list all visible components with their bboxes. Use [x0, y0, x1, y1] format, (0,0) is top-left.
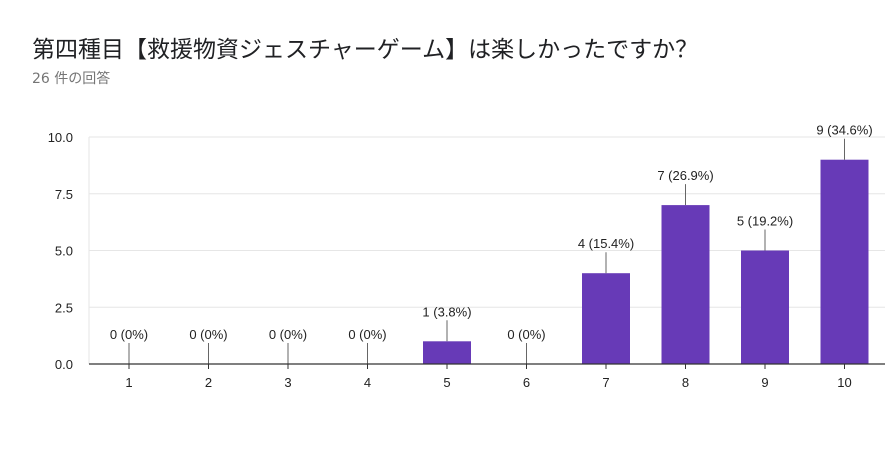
data-label: 0 (0%)	[110, 327, 148, 342]
bar	[741, 250, 789, 364]
x-tick-label: 3	[284, 375, 291, 390]
x-tick-label: 4	[364, 375, 371, 390]
data-label: 4 (15.4%)	[578, 236, 634, 251]
x-tick-label: 8	[682, 375, 689, 390]
data-label: 1 (3.8%)	[422, 304, 471, 319]
response-count: 26 件の回答	[32, 71, 111, 87]
bar	[582, 273, 630, 364]
data-label: 0 (0%)	[348, 327, 386, 342]
x-tick-label: 9	[761, 375, 768, 390]
y-tick-label: 2.5	[55, 300, 73, 315]
x-tick-label: 1	[125, 375, 132, 390]
data-label: 9 (34.6%)	[816, 123, 872, 138]
data-label: 7 (26.9%)	[657, 168, 713, 183]
y-tick-label: 0.0	[55, 357, 73, 372]
x-tick-label: 7	[602, 375, 609, 390]
y-tick-label: 5.0	[55, 244, 73, 259]
bar	[820, 159, 869, 364]
y-tick-label: 10.0	[48, 130, 73, 145]
data-label: 0 (0%)	[507, 327, 545, 342]
x-tick-label: 6	[523, 375, 530, 390]
data-label: 5 (19.2%)	[737, 214, 793, 229]
x-tick-label: 10	[837, 375, 851, 390]
question-title: 第四種目【救援物資ジェスチャーゲーム】は楽しかったですか？	[32, 37, 699, 63]
x-tick-label: 5	[443, 375, 450, 390]
bar	[661, 205, 710, 364]
data-label: 0 (0%)	[189, 327, 227, 342]
bar	[423, 341, 471, 364]
x-tick-label: 2	[205, 375, 212, 390]
y-tick-label: 7.5	[55, 187, 73, 202]
data-label: 0 (0%)	[269, 327, 307, 342]
